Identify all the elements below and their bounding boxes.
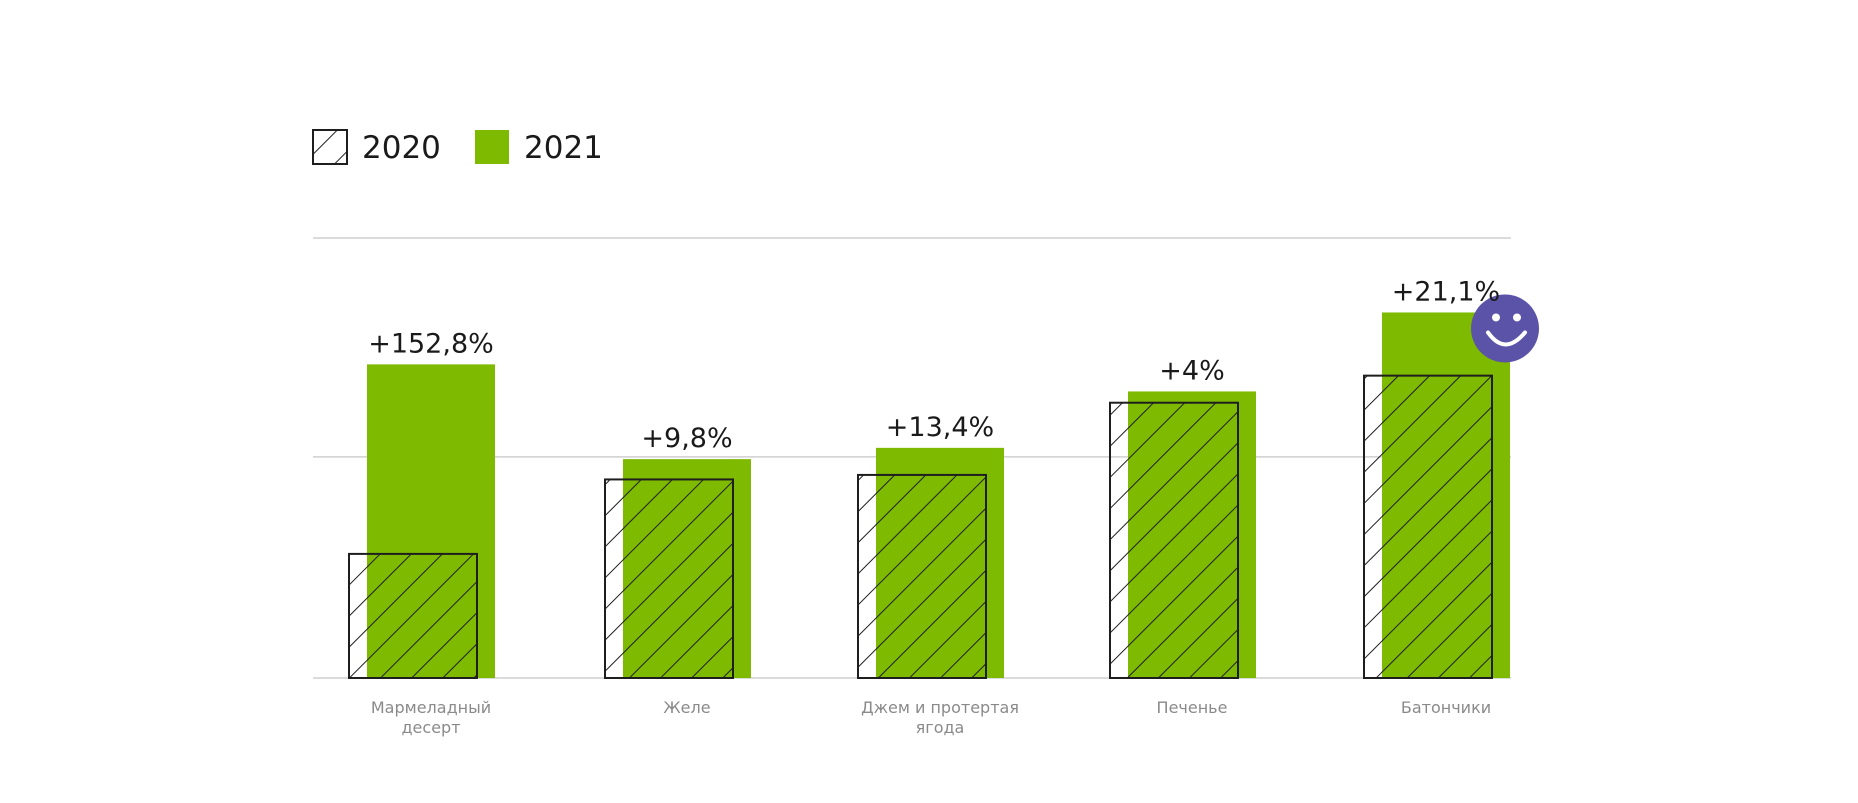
smiley-eye-left [1492,313,1500,322]
legend: 2020 2021 [312,129,603,166]
growth-label-1: +9,8% [641,423,732,454]
legend-label-2021: 2021 [524,130,603,166]
bar-2020-0 [348,552,478,680]
growth-label-4: +21,1% [1392,276,1500,307]
legend-item-2020: 2020 [312,129,441,166]
category-label-2: Джем и протертая ягода [861,698,1019,737]
category-label-0: Мармеладный десерт [371,698,491,737]
bar-2020-3 [1109,401,1239,679]
category-label-line: Желе [663,698,710,717]
bar-2020-1 [604,478,734,679]
category-label-line: Батончики [1401,698,1491,717]
legend-swatch-hatched [312,129,348,165]
legend-swatch-solid [475,130,509,164]
smiley-mouth [1486,330,1527,347]
category-label-line: Мармеладный [371,698,491,717]
growth-label-2: +13,4% [886,412,994,443]
category-label-1: Желе [663,698,710,717]
category-label-3: Печенье [1157,698,1228,717]
category-label-line: Печенье [1157,698,1228,717]
smiley-face-icon [1471,294,1539,363]
bars [348,294,1539,680]
legend-item-2021: 2021 [475,130,603,166]
category-labels: Мармеладный десерт Желе Джем и протертая яго… [371,698,1491,737]
growth-label-3: +4% [1159,355,1224,386]
category-label-line: ягода [916,718,965,737]
bar-2020-4 [1363,374,1493,679]
smiley-face [1471,294,1539,363]
bar-2020-2 [857,473,987,679]
category-label-4: Батончики [1401,698,1491,717]
category-label-line: Джем и протертая [861,698,1019,717]
annotations: +152,8% +9,8% +13,4% +4% +21,1% [368,276,1500,454]
growth-label-0: +152,8% [368,328,494,359]
legend-label-2020: 2020 [362,130,441,166]
smiley-eye-right [1513,313,1521,322]
category-label-line: десерт [401,718,460,737]
